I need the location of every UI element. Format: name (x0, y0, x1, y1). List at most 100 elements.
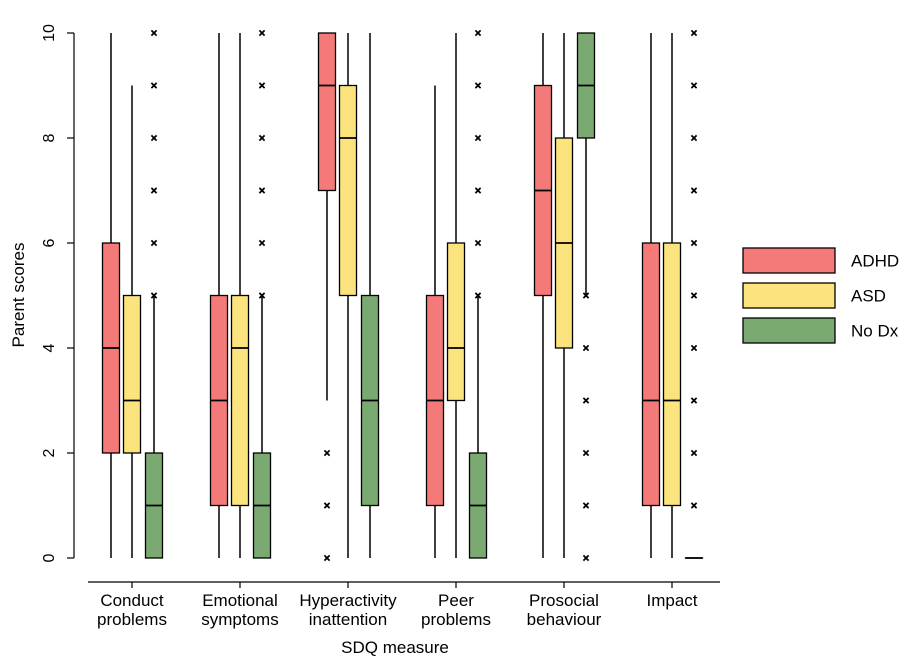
box-asd (122, 85, 142, 558)
box-no-dx (144, 29, 164, 559)
outlier-stroke (690, 134, 698, 142)
box-iqr (317, 32, 337, 192)
box-series (101, 29, 704, 562)
outlier-stroke (690, 82, 698, 89)
outlier-marker (323, 554, 331, 562)
y-tick-label: 2 (41, 448, 58, 457)
outlier-stroke (323, 554, 331, 562)
x-tick-label: Conduct problems (97, 591, 167, 629)
x-tick-label-line: Emotional (202, 591, 278, 610)
outlier-stroke (474, 292, 482, 299)
y-tick-label: 10 (41, 24, 58, 42)
outlier-marker (258, 82, 266, 89)
legend-item-adhd: ADHD (742, 247, 899, 274)
legend-swatch (742, 282, 836, 309)
outlier-stroke (150, 239, 158, 247)
x-tick-label: Emotional symptoms (201, 591, 278, 629)
outlier-stroke (150, 134, 158, 142)
outlier-marker (582, 344, 590, 352)
outlier-marker (690, 344, 698, 352)
box-adhd (209, 33, 229, 558)
outlier-marker (150, 134, 158, 142)
outlier-stroke (258, 134, 266, 142)
box-adhd (641, 33, 661, 558)
legend: ADHD ASD No Dx (742, 247, 899, 344)
outlier-stroke (582, 449, 590, 457)
legend-swatch (742, 247, 836, 274)
outlier-marker (258, 187, 266, 194)
outlier-marker (690, 239, 698, 247)
x-tick-label-line: inattention (309, 610, 387, 629)
x-tick-label-line: Hyperactivity (299, 591, 397, 610)
box-iqr (338, 84, 358, 297)
box-no-dx (252, 29, 272, 559)
x-tick-label: Impact (646, 591, 697, 610)
outlier-stroke (690, 397, 698, 404)
outlier-marker (474, 29, 482, 37)
y-tick-label: 0 (41, 553, 58, 562)
outlier-stroke (582, 554, 590, 562)
outlier-marker (690, 187, 698, 194)
outlier-marker (150, 82, 158, 89)
outlier-stroke (258, 292, 266, 299)
outlier-stroke (150, 187, 158, 194)
x-tick-label-line: behaviour (527, 610, 602, 629)
box-asd (662, 33, 682, 558)
legend-label: ASD (851, 287, 886, 306)
outlier-stroke (258, 82, 266, 89)
outlier-stroke (474, 187, 482, 194)
outlier-stroke (258, 29, 266, 37)
legend-item-no-dx: No Dx (742, 317, 899, 344)
box-adhd (101, 33, 121, 558)
outlier-stroke (582, 502, 590, 509)
x-tick-label-line: problems (97, 610, 167, 629)
x-tick-label-line: Impact (646, 591, 697, 610)
box-no-dx (684, 29, 704, 559)
outlier-stroke (690, 449, 698, 457)
box-iqr (641, 242, 661, 507)
outlier-marker (690, 397, 698, 404)
outlier-marker (258, 239, 266, 247)
outlier-marker (474, 239, 482, 247)
outlier-marker (690, 29, 698, 37)
outlier-stroke (690, 292, 698, 299)
box-adhd (533, 33, 553, 558)
outlier-stroke (582, 292, 590, 299)
legend-label: No Dx (851, 322, 899, 341)
outlier-stroke (690, 502, 698, 509)
outlier-stroke (150, 29, 158, 37)
outlier-marker (690, 292, 698, 299)
box-iqr (662, 242, 682, 507)
outlier-stroke (474, 29, 482, 37)
outlier-marker (258, 29, 266, 37)
outlier-stroke (582, 344, 590, 352)
outlier-stroke (323, 502, 331, 509)
outlier-stroke (690, 239, 698, 247)
outlier-stroke (582, 397, 590, 404)
outlier-marker (582, 292, 590, 299)
outlier-marker (323, 502, 331, 509)
outlier-stroke (690, 29, 698, 37)
outlier-marker (150, 29, 158, 37)
outlier-stroke (258, 187, 266, 194)
box-adhd (317, 32, 337, 562)
outlier-stroke (258, 239, 266, 247)
outlier-marker (474, 134, 482, 142)
outlier-marker (474, 187, 482, 194)
outlier-marker (690, 134, 698, 142)
box-asd (338, 33, 358, 558)
outlier-stroke (474, 239, 482, 247)
outlier-marker (323, 449, 331, 457)
outlier-stroke (150, 292, 158, 299)
x-tick-label-line: symptoms (201, 610, 278, 629)
x-axis-title: SDQ measure (341, 638, 449, 657)
x-tick-label-line: Conduct (100, 591, 164, 610)
outlier-stroke (474, 82, 482, 89)
outlier-marker (258, 292, 266, 299)
box-no-dx (468, 29, 488, 559)
outlier-marker (150, 239, 158, 247)
box-asd (230, 33, 250, 558)
